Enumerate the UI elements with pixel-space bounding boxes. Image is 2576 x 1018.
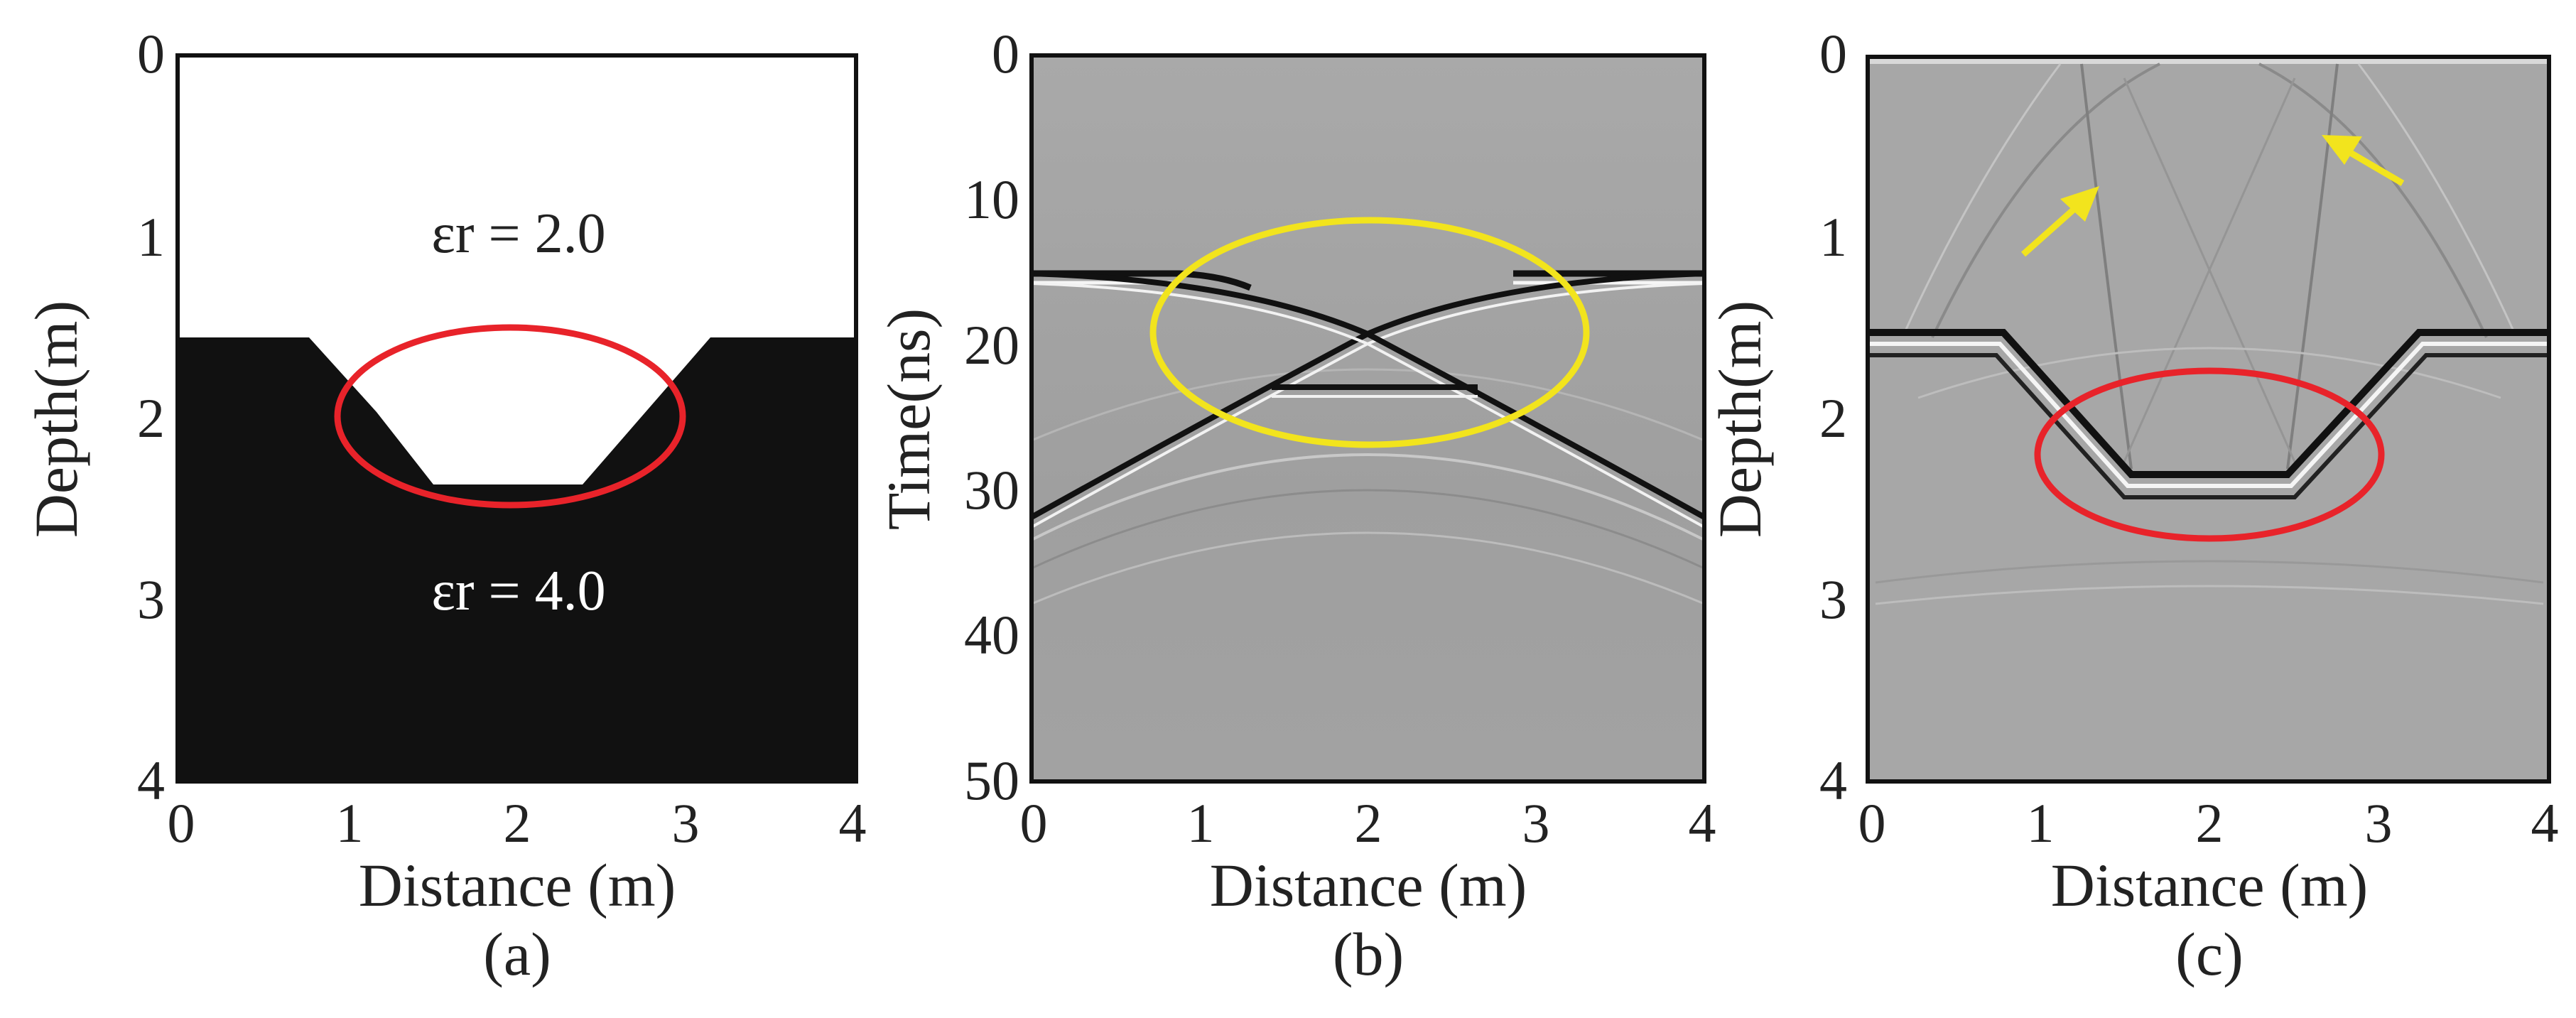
artefact-arrow-left bbox=[2021, 186, 2099, 257]
ytick: 4 bbox=[137, 749, 165, 811]
xtick: 1 bbox=[336, 792, 364, 854]
diffraction-branch-2 bbox=[1032, 271, 1704, 520]
panel-b-yticks: 0 10 20 30 40 50 bbox=[964, 23, 1019, 811]
imaged-interface-lower bbox=[1868, 353, 2549, 499]
diffraction-branch-2-white bbox=[1032, 282, 1704, 529]
xtick: 4 bbox=[839, 792, 867, 854]
panel-c-yticks: 0 1 2 3 4 bbox=[1819, 23, 1847, 811]
x-axis-label: Distance (m) bbox=[1210, 851, 1527, 919]
faint-arc bbox=[1032, 368, 1704, 442]
ytick: 20 bbox=[964, 314, 1019, 376]
x-axis-label: Distance (m) bbox=[2051, 851, 2369, 919]
faint-arc bbox=[1032, 531, 1704, 605]
xtick: 1 bbox=[2027, 792, 2055, 854]
faint-arc bbox=[1032, 489, 1704, 570]
panel-b-xticks: 0 1 2 3 4 bbox=[1020, 792, 1716, 854]
radargram-background bbox=[1032, 55, 1704, 781]
xtick: 1 bbox=[1187, 792, 1215, 854]
panel-a-xticks: 0 1 2 3 4 bbox=[168, 792, 867, 854]
xtick: 3 bbox=[1522, 792, 1550, 854]
migration-artefact bbox=[2357, 63, 2516, 335]
radargram-events bbox=[1032, 270, 1704, 605]
xtick: 3 bbox=[2365, 792, 2393, 854]
migration-artefact bbox=[2123, 77, 2296, 462]
imaged-interface-white bbox=[1868, 342, 2549, 488]
panel-label: (b) bbox=[1333, 920, 1404, 988]
migration-artefact bbox=[1875, 560, 2544, 584]
ytick: 3 bbox=[1819, 568, 1847, 630]
x-axis-label: Distance (m) bbox=[359, 851, 676, 919]
migration-artefact bbox=[1931, 63, 2160, 338]
panel-a-yticks: 0 1 2 3 4 bbox=[137, 23, 165, 811]
ytick: 10 bbox=[964, 168, 1019, 230]
y-axis-label: Depth(m) bbox=[1706, 300, 1774, 538]
ytick: 1 bbox=[1819, 206, 1847, 268]
migrated-image-events bbox=[1868, 57, 2549, 605]
panel-a: εr = 2.0 εr = 4.0 0 1 2 3 4 0 1 2 3 4 Di… bbox=[22, 23, 867, 988]
migration-artefact bbox=[2286, 63, 2339, 470]
panel-c-xticks: 0 1 2 3 4 bbox=[1858, 792, 2559, 854]
migration-artefact bbox=[2080, 63, 2133, 470]
upper-layer-label: εr = 2.0 bbox=[431, 202, 605, 265]
xtick: 0 bbox=[168, 792, 195, 854]
ytick: 0 bbox=[137, 23, 165, 85]
migration-artefact bbox=[1875, 585, 2544, 605]
ytick: 4 bbox=[1819, 749, 1847, 811]
ytick: 2 bbox=[137, 387, 165, 449]
imaged-interface bbox=[1868, 329, 2549, 478]
ytick: 0 bbox=[992, 23, 1019, 85]
xtick: 3 bbox=[672, 792, 700, 854]
ytick: 40 bbox=[964, 604, 1019, 666]
trench-highlight-ellipse bbox=[2034, 367, 2385, 542]
ytick: 50 bbox=[964, 749, 1019, 811]
ytick: 2 bbox=[1819, 387, 1847, 449]
xtick: 0 bbox=[1858, 792, 1886, 854]
panel-c: 0 1 2 3 4 0 1 2 3 4 Distance (m) Depth(m… bbox=[1706, 23, 2559, 988]
xtick: 4 bbox=[1689, 792, 1716, 854]
panel-b-frame bbox=[1029, 53, 1706, 784]
xtick: 2 bbox=[504, 792, 531, 854]
ytick: 1 bbox=[137, 206, 165, 268]
ytick: 30 bbox=[964, 459, 1019, 521]
xtick: 0 bbox=[1020, 792, 1048, 854]
panel-b: 0 10 20 30 40 50 0 1 2 3 4 Distance (m) … bbox=[875, 23, 1716, 988]
migrated-image-background bbox=[1868, 57, 2549, 781]
xtick: 4 bbox=[2531, 792, 2559, 854]
y-axis-label: Depth(m) bbox=[22, 300, 90, 538]
artefact-arrow-right bbox=[2322, 135, 2405, 186]
panel-c-frame bbox=[1866, 55, 2551, 784]
lower-layer-label: εr = 4.0 bbox=[431, 560, 605, 622]
trench-highlight-ellipse bbox=[334, 324, 686, 509]
xtick: 2 bbox=[2196, 792, 2224, 854]
crossing-highlight-ellipse bbox=[1149, 217, 1590, 448]
panel-label: (c) bbox=[2175, 920, 2243, 988]
faint-arc bbox=[1032, 453, 1704, 541]
migration-artefact bbox=[2258, 63, 2488, 338]
y-axis-label: Time(ns) bbox=[875, 308, 943, 530]
ytick: 3 bbox=[137, 568, 165, 630]
panel-label: (a) bbox=[483, 920, 551, 988]
top-edge-band bbox=[1868, 57, 2549, 64]
migration-artefact bbox=[1903, 63, 2062, 335]
migration-artefact bbox=[1917, 347, 2501, 399]
ytick: 0 bbox=[1819, 23, 1847, 85]
xtick: 2 bbox=[1355, 792, 1382, 854]
